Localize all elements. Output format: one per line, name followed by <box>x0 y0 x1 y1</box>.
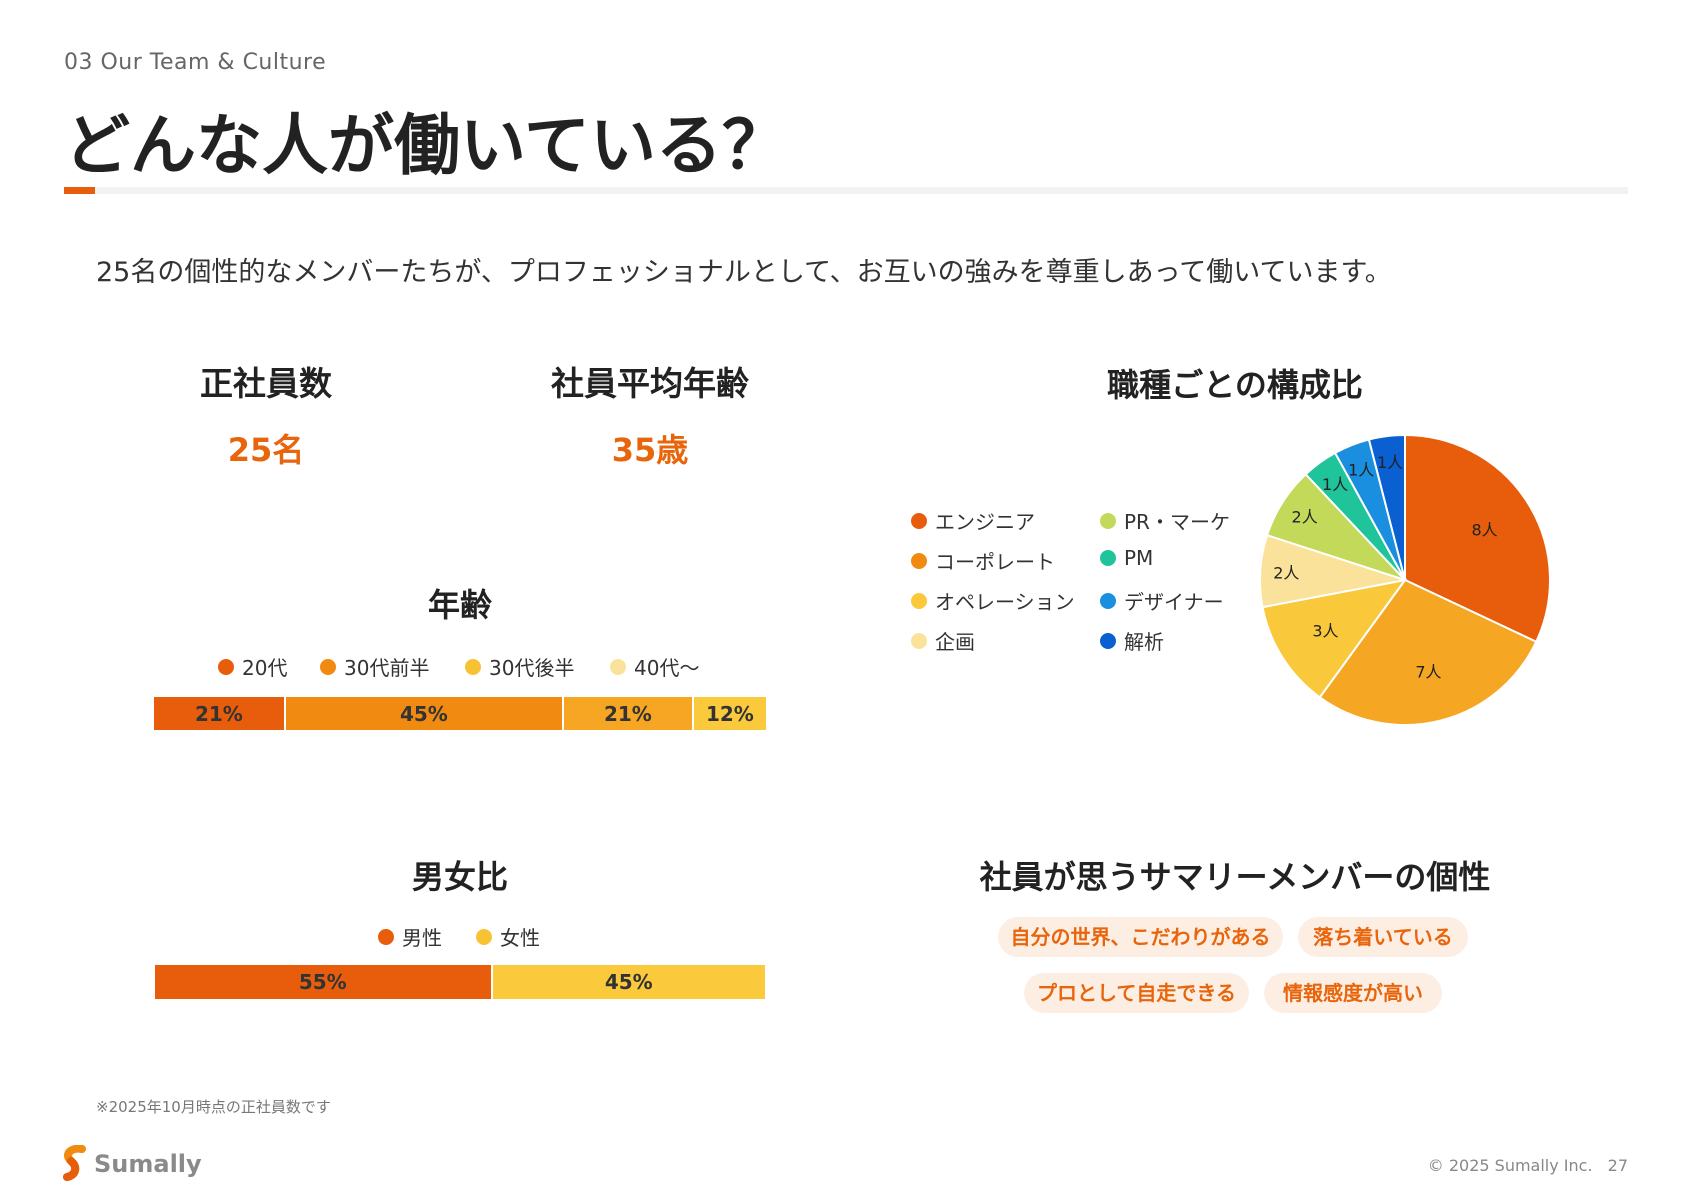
pie-legend-item: 解析 <box>1100 626 1164 655</box>
gender-legend-item: 女性 <box>476 922 540 951</box>
legend-dot <box>911 512 927 529</box>
pie-slice <box>1318 578 1538 726</box>
legend-dot <box>320 658 336 675</box>
legend-dot <box>911 592 927 609</box>
logo-text: Sumally <box>94 1150 202 1178</box>
pie-slice-label: 2人 <box>1292 507 1318 526</box>
age-bar-segment: 12% <box>691 697 766 730</box>
legend-dot <box>1100 592 1116 609</box>
pie-legend-item: コーポレート <box>911 546 1055 575</box>
legend-label: エンジニア <box>935 510 1035 534</box>
pie-slice <box>1404 433 1551 644</box>
gender-stacked-bar: 55% 45% <box>155 965 765 999</box>
legend-dot <box>911 632 927 649</box>
gender-legend-item: 男性 <box>378 922 442 951</box>
page-title: どんな人が働いている？ <box>64 107 789 184</box>
age-bar-segment: 45% <box>283 697 562 730</box>
legend-label: デザイナー <box>1124 590 1224 614</box>
legend-label: PM <box>1124 546 1154 570</box>
avg-age-value: 35歳 <box>611 431 689 469</box>
personality-tag: プロとして自走できる <box>1024 973 1249 1013</box>
intro-text: 25名の個性的なメンバーたちが、プロフェッショナルとして、お互いの強みを尊重しあ… <box>96 257 1392 288</box>
legend-dot <box>1100 512 1116 529</box>
legend-dot <box>911 552 927 569</box>
pie-legend-item: エンジニア <box>911 506 1035 535</box>
legend-label: 40代〜 <box>634 656 700 680</box>
pie-slice-label: 1人 <box>1377 453 1403 472</box>
copyright-text: © 2025 Sumally Inc. <box>1427 1156 1593 1175</box>
age-legend-item: 30代後半 <box>465 652 574 681</box>
legend-dot <box>1100 550 1116 566</box>
legend-label: PR・マーケ <box>1124 510 1230 534</box>
legend-label: 解析 <box>1124 630 1164 654</box>
pie-legend-item: 企画 <box>911 626 975 655</box>
pie-slice-label: 8人 <box>1471 520 1497 539</box>
title-divider <box>64 187 1628 194</box>
age-legend-item: 40代〜 <box>610 652 699 681</box>
legend-label: コーポレート <box>935 550 1055 574</box>
personality-tag: 情報感度が高い <box>1264 973 1442 1013</box>
gender-bar-segment: 45% <box>490 965 765 999</box>
legend-dot <box>218 658 234 675</box>
pie-slice-label: 1人 <box>1348 460 1374 479</box>
age-bar-segment: 21% <box>154 697 284 730</box>
age-bar-segment: 21% <box>561 697 692 730</box>
pie-legend-item: オペレーション <box>911 586 1075 615</box>
legend-label: 女性 <box>500 926 540 950</box>
copyright: © 2025 Sumally Inc. 27 <box>1428 1156 1628 1175</box>
legend-dot <box>1100 632 1116 649</box>
legend-label: 30代前半 <box>344 656 430 680</box>
legend-dot <box>476 928 492 945</box>
pie-slice <box>1367 433 1406 581</box>
legend-dot <box>465 658 481 675</box>
legend-label: 男性 <box>402 926 442 950</box>
pie-legend-item: デザイナー <box>1100 586 1224 615</box>
legend-dot <box>610 658 626 675</box>
avg-age-label: 社員平均年齢 <box>551 364 749 403</box>
age-chart-heading: 年齢 <box>427 586 492 624</box>
headcount-value: 25名 <box>227 431 305 469</box>
pie-chart-title: 職種ごとの構成比 <box>1107 366 1363 404</box>
personality-heading: 社員が思うサマリーメンバーの個性 <box>979 858 1491 896</box>
pie-slice <box>1261 578 1408 699</box>
gender-chart-heading: 男女比 <box>411 858 508 896</box>
page-number: 27 <box>1607 1156 1628 1175</box>
personality-tag: 自分の世界、こだわりがある <box>998 917 1283 957</box>
headcount-label: 正社員数 <box>200 364 332 403</box>
pie-slice-label: 7人 <box>1415 662 1441 681</box>
legend-label: 30代後半 <box>489 656 575 680</box>
age-legend-item: 30代前半 <box>320 652 429 681</box>
section-label: 03 Our Team & Culture <box>64 50 327 75</box>
age-legend-item: 20代 <box>218 652 287 681</box>
personality-tag: 落ち着いている <box>1298 917 1468 957</box>
pie-slice-label: 3人 <box>1312 622 1338 641</box>
pie-slice-label: 2人 <box>1273 564 1299 583</box>
legend-label: 20代 <box>242 656 288 680</box>
footnote: ※2025年10月時点の正社員数です <box>96 1098 331 1116</box>
legend-dot <box>378 928 394 945</box>
pie-slice-label: 1人 <box>1322 475 1348 494</box>
legend-label: 企画 <box>935 630 975 654</box>
legend-label: オペレーション <box>935 590 1075 614</box>
pie-legend-item: PM <box>1100 546 1153 570</box>
age-stacked-bar: 21% 45% 21% 12% <box>154 697 766 730</box>
pie-legend-item: PR・マーケ <box>1100 506 1230 535</box>
gender-bar-segment: 55% <box>155 965 491 999</box>
title-divider-accent <box>64 187 95 194</box>
sumally-logo-icon <box>63 1145 86 1181</box>
